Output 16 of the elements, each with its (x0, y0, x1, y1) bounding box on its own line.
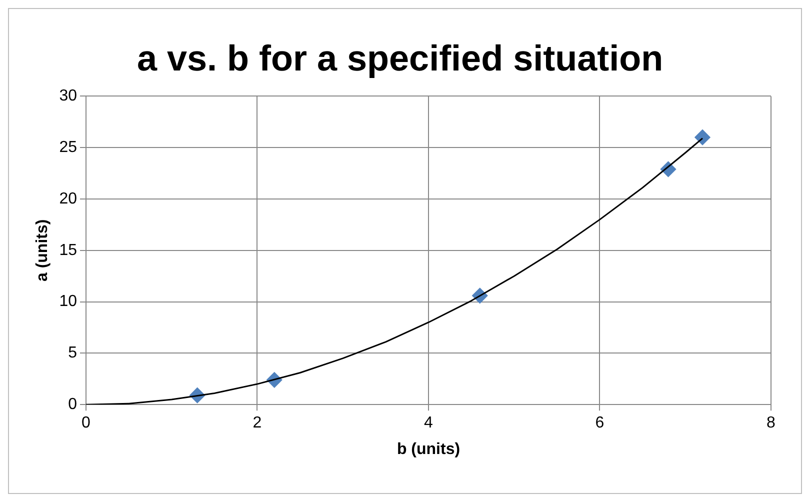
x-tick-label: 6 (595, 414, 604, 432)
x-axis-title: b (units) (396, 440, 460, 458)
x-tick-label: 0 (82, 414, 91, 432)
point (694, 130, 710, 146)
y-axis-title: a (units) (34, 219, 52, 282)
y-tick-label: 0 (68, 396, 78, 414)
x-tick-label: 8 (766, 414, 776, 432)
y-tick-label: 10 (59, 293, 78, 310)
x-tick-label: 2 (252, 414, 262, 432)
y-tick-label: 5 (68, 344, 78, 362)
x-tick-label: 4 (424, 414, 434, 432)
y-tick-label: 25 (59, 139, 78, 156)
y-tick-label: 30 (59, 88, 78, 105)
y-tick-label: 15 (59, 242, 78, 259)
y-tick-label: 20 (59, 190, 78, 208)
chart-title: a vs. b for a specified situation (136, 38, 664, 79)
